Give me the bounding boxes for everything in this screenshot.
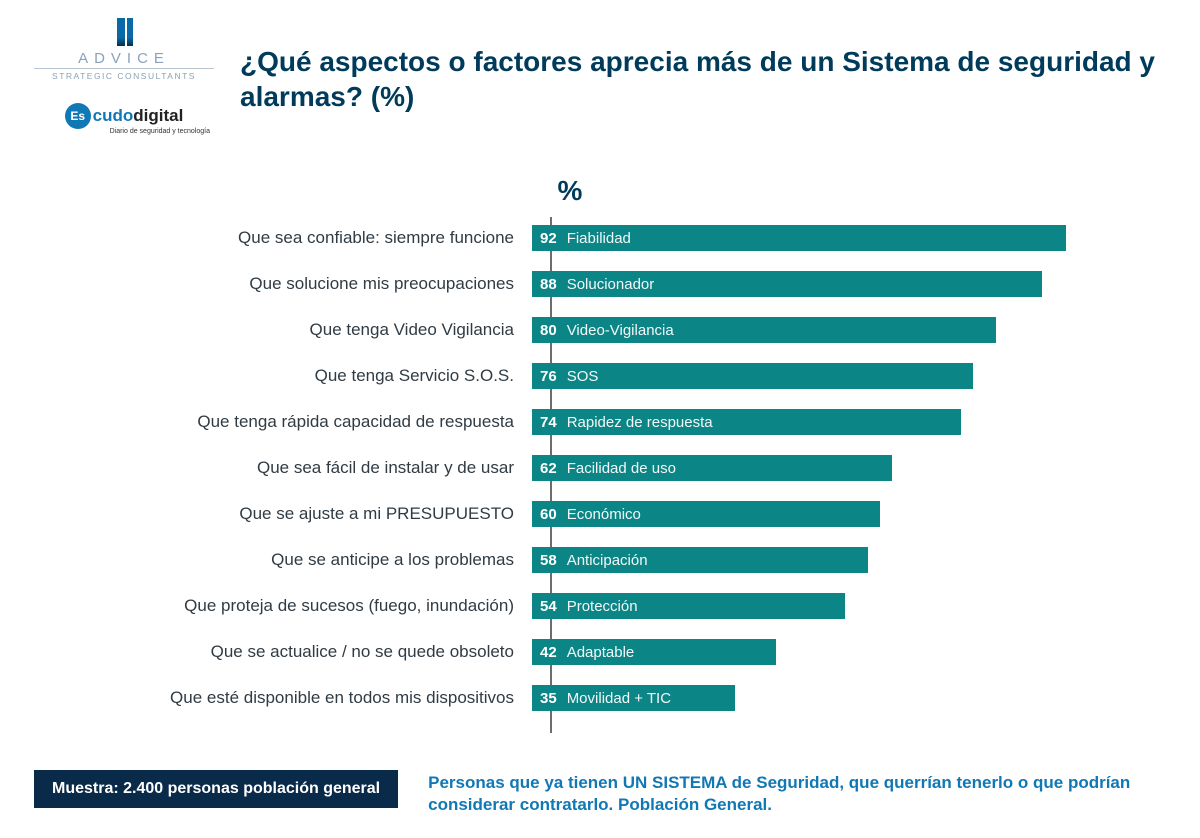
bar-short-label: Fiabilidad xyxy=(567,230,631,247)
bar-track: 88 Solucionador xyxy=(532,271,1128,297)
bar-track: 74 Rapidez de respuesta xyxy=(532,409,1128,435)
percent-header: % xyxy=(550,175,590,207)
bar-short-label: Solucionador xyxy=(567,276,655,293)
sample-box: Muestra: 2.400 personas población genera… xyxy=(34,770,398,808)
chart-rows: Que sea confiable: siempre funcione 92 Fia… xyxy=(60,215,1128,721)
row-label: Que se anticipe a los problemas xyxy=(60,550,532,570)
row-label: Que tenga Video Vigilancia xyxy=(60,320,532,340)
bar-track: 62 Facilidad de uso xyxy=(532,455,1128,481)
chart-row: Que tenga Video Vigilancia 80 Video-Vigila… xyxy=(60,307,1128,353)
bar: 42 Adaptable xyxy=(532,639,776,665)
brand-logos: ADVICE STRATEGIC CONSULTANTS Es cudodigi… xyxy=(34,18,214,135)
bar-value: 54 xyxy=(540,598,557,615)
bar: 92 Fiabilidad xyxy=(532,225,1066,251)
row-label: Que tenga rápida capacidad de respuesta xyxy=(60,412,532,432)
bar: 74 Rapidez de respuesta xyxy=(532,409,961,435)
bar-short-label: Movilidad + TIC xyxy=(567,690,671,707)
bar-short-label: Económico xyxy=(567,506,641,523)
footer-note: Personas que ya tienen UN SISTEMA de Seg… xyxy=(428,770,1160,816)
advice-logo-mark xyxy=(115,18,133,46)
bar-value: 35 xyxy=(540,690,557,707)
escudo-logo: Es cudodigital Diario de seguridad y tec… xyxy=(34,103,214,135)
bar: 35 Movilidad + TIC xyxy=(532,685,735,711)
bar: 60 Económico xyxy=(532,501,880,527)
chart-row: Que se anticipe a los problemas 58 Anticip… xyxy=(60,537,1128,583)
bar-track: 92 Fiabilidad xyxy=(532,225,1128,251)
row-label: Que sea fácil de instalar y de usar xyxy=(60,458,532,478)
bar-value: 62 xyxy=(540,460,557,477)
escudo-text-1: cudo xyxy=(93,106,134,125)
escudo-subtext: Diario de seguridad y tecnología xyxy=(34,128,214,135)
bar-value: 76 xyxy=(540,368,557,385)
row-label: Que esté disponible en todos mis disposi… xyxy=(60,688,532,708)
bar-track: 76 SOS xyxy=(532,363,1128,389)
row-label: Que sea confiable: siempre funcione xyxy=(60,228,532,248)
bar-value: 60 xyxy=(540,506,557,523)
bar-track: 35 Movilidad + TIC xyxy=(532,685,1128,711)
chart-row: Que solucione mis preocupaciones 88 Soluci… xyxy=(60,261,1128,307)
chart-row: Que sea confiable: siempre funcione 92 Fia… xyxy=(60,215,1128,261)
row-label: Que proteja de sucesos (fuego, inundació… xyxy=(60,596,532,616)
bar-track: 80 Video-Vigilancia xyxy=(532,317,1128,343)
bar-short-label: Rapidez de respuesta xyxy=(567,414,713,431)
bar-chart: % Que sea confiable: siempre funcione 92 F… xyxy=(60,175,1128,721)
chart-row: Que proteja de sucesos (fuego, inundació… xyxy=(60,583,1128,629)
bar: 76 SOS xyxy=(532,363,973,389)
chart-row: Que esté disponible en todos mis disposi… xyxy=(60,675,1128,721)
bar-track: 42 Adaptable xyxy=(532,639,1128,665)
bar-short-label: Video-Vigilancia xyxy=(567,322,674,339)
bar: 88 Solucionador xyxy=(532,271,1042,297)
chart-row: Que se ajuste a mi PRESUPUESTO 60 Económic… xyxy=(60,491,1128,537)
bar-value: 88 xyxy=(540,276,557,293)
bar-short-label: Adaptable xyxy=(567,644,635,661)
advice-logo: ADVICE STRATEGIC CONSULTANTS xyxy=(34,18,214,81)
advice-logo-text: ADVICE xyxy=(34,50,214,67)
row-label: Que se actualice / no se quede obsoleto xyxy=(60,642,532,662)
bar-track: 60 Económico xyxy=(532,501,1128,527)
escudo-text-2: digital xyxy=(133,106,183,125)
bar-value: 74 xyxy=(540,414,557,431)
bar-short-label: Anticipación xyxy=(567,552,648,569)
bar-short-label: Protección xyxy=(567,598,638,615)
chart-row: Que tenga Servicio S.O.S. 76 SOS xyxy=(60,353,1128,399)
bar-track: 58 Anticipación xyxy=(532,547,1128,573)
advice-logo-subtext: STRATEGIC CONSULTANTS xyxy=(34,68,214,81)
bar-short-label: Facilidad de uso xyxy=(567,460,676,477)
bar: 58 Anticipación xyxy=(532,547,868,573)
bar: 54 Protección xyxy=(532,593,845,619)
chart-title: ¿Qué aspectos o factores aprecia más de … xyxy=(240,44,1160,114)
row-label: Que tenga Servicio S.O.S. xyxy=(60,366,532,386)
chart-row: Que se actualice / no se quede obsoleto4… xyxy=(60,629,1128,675)
bar: 62 Facilidad de uso xyxy=(532,455,892,481)
bar-value: 42 xyxy=(540,644,557,661)
row-label: Que se ajuste a mi PRESUPUESTO xyxy=(60,504,532,524)
bar: 80 Video-Vigilancia xyxy=(532,317,996,343)
row-label: Que solucione mis preocupaciones xyxy=(60,274,532,294)
bar-value: 80 xyxy=(540,322,557,339)
bar-value: 58 xyxy=(540,552,557,569)
bar-track: 54 Protección xyxy=(532,593,1128,619)
chart-row: Que sea fácil de instalar y de usar 62 Fac… xyxy=(60,445,1128,491)
bar-short-label: SOS xyxy=(567,368,599,385)
escudo-badge-icon: Es xyxy=(65,103,91,129)
bar-value: 92 xyxy=(540,230,557,247)
chart-footer: Muestra: 2.400 personas población genera… xyxy=(34,770,1160,816)
chart-row: Que tenga rápida capacidad de respuesta7… xyxy=(60,399,1128,445)
